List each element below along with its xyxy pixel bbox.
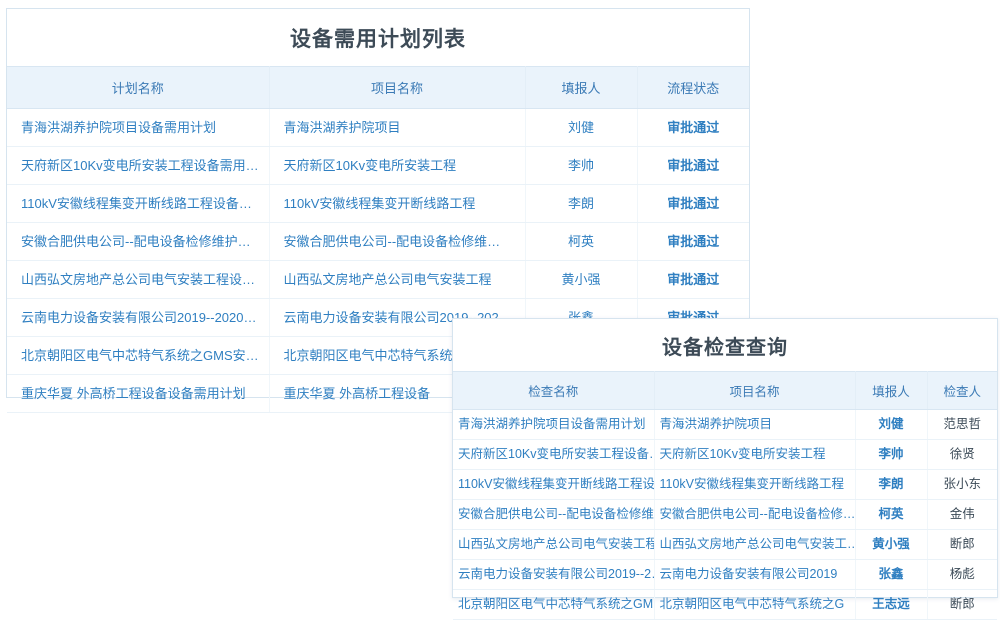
column-header-reporter[interactable]: 填报人	[525, 66, 638, 109]
cell-reporter: 李帅	[525, 146, 638, 185]
column-header-project-name[interactable]: 项目名称	[654, 371, 856, 410]
cell-reporter: 刘健	[525, 108, 638, 147]
equipment-inspection-query-panel: 设备检查查询 检查名称 项目名称 填报人 检查人 青海洪湖养护院项目设备需用计划…	[452, 318, 998, 620]
cell-project-name[interactable]: 云南电力设备安装有限公司2019--202…	[269, 298, 526, 337]
table-header-row: 检查名称 项目名称 填报人 检查人	[453, 371, 997, 410]
cell-flow-status: 审批通过	[637, 184, 749, 223]
table-row[interactable]: 110kV安徽线程集变开断线路工程设备… 110kV安徽线程集变开断线路工程 李…	[7, 184, 749, 223]
cell-inspector: 范思哲	[927, 409, 997, 440]
cell-inspector: 徐贤	[927, 439, 997, 470]
cell-plan-name[interactable]: 安徽合肥供电公司--配电设备检修维护…	[7, 222, 270, 261]
table-row[interactable]: 山西弘文房地产总公司电气安装工程设… 山西弘文房地产总公司电气安装工程 黄小强 …	[7, 260, 749, 299]
cell-project-name[interactable]: 青海洪湖养护院项目	[654, 409, 856, 440]
table-row[interactable]: 安徽合肥供电公司--配电设备检修维… 安徽合肥供电公司--配电设备检修… 柯英 …	[453, 499, 997, 530]
table-row[interactable]: 安徽合肥供电公司--配电设备检修维护… 安徽合肥供电公司--配电设备检修维… 柯…	[7, 222, 749, 261]
cell-flow-status: 审批通过	[637, 222, 749, 261]
cell-project-name[interactable]: 山西弘文房地产总公司电气安装工…	[654, 529, 856, 560]
cell-project-name[interactable]: 天府新区10Kv变电所安装工程	[269, 146, 526, 185]
cell-project-name[interactable]: 安徽合肥供电公司--配电设备检修…	[654, 499, 856, 530]
table-row[interactable]: 青海洪湖养护院项目设备需用计划 青海洪湖养护院项目 刘健 范思哲	[453, 409, 997, 440]
table-row[interactable]: 天府新区10Kv变电所安装工程设备… 天府新区10Kv变电所安装工程 李帅 徐贤	[453, 439, 997, 470]
table-row[interactable]: 云南电力设备安装有限公司2019--2… 云南电力设备安装有限公司2019 张鑫…	[453, 559, 997, 590]
column-header-inspection-name[interactable]: 检查名称	[453, 371, 655, 410]
cell-plan-name[interactable]: 云南电力设备安装有限公司2019--2020…	[7, 298, 270, 337]
cell-reporter: 黄小强	[525, 260, 638, 299]
cell-inspector: 张小东	[927, 469, 997, 500]
cell-reporter: 李朗	[855, 469, 928, 500]
panel-a-title: 设备需用计划列表	[7, 9, 749, 66]
cell-project-name[interactable]: 山西弘文房地产总公司电气安装工程	[269, 260, 526, 299]
cell-inspector: 断郎	[927, 529, 997, 560]
cell-reporter: 刘健	[855, 409, 928, 440]
cell-plan-name[interactable]: 重庆华夏 外高桥工程设备设备需用计划	[7, 374, 270, 413]
cell-plan-name[interactable]: 天府新区10Kv变电所安装工程设备需用…	[7, 146, 270, 185]
equipment-inspection-query-table: 检查名称 项目名称 填报人 检查人 青海洪湖养护院项目设备需用计划 青海洪湖养护…	[453, 371, 997, 620]
cell-inspection-name[interactable]: 天府新区10Kv变电所安装工程设备…	[453, 439, 655, 470]
cell-reporter: 黄小强	[855, 529, 928, 560]
cell-project-name[interactable]: 110kV安徽线程集变开断线路工程	[269, 184, 526, 223]
table-row[interactable]: 山西弘文房地产总公司电气安装工程… 山西弘文房地产总公司电气安装工… 黄小强 断…	[453, 529, 997, 560]
table-row[interactable]: 北京朝阳区电气中芯特气系统之GM… 北京朝阳区电气中芯特气系统之G 王志远 断郎	[453, 589, 997, 620]
cell-inspection-name[interactable]: 北京朝阳区电气中芯特气系统之GM…	[453, 589, 655, 620]
cell-plan-name[interactable]: 山西弘文房地产总公司电气安装工程设…	[7, 260, 270, 299]
table-row[interactable]: 青海洪湖养护院项目设备需用计划 青海洪湖养护院项目 刘健 审批通过	[7, 108, 749, 147]
column-header-reporter[interactable]: 填报人	[855, 371, 928, 410]
cell-project-name[interactable]: 青海洪湖养护院项目	[269, 108, 526, 147]
cell-reporter: 张鑫	[855, 559, 928, 590]
cell-reporter: 王志远	[855, 589, 928, 620]
table-row[interactable]: 天府新区10Kv变电所安装工程设备需用… 天府新区10Kv变电所安装工程 李帅 …	[7, 146, 749, 185]
cell-project-name[interactable]: 110kV安徽线程集变开断线路工程	[654, 469, 856, 500]
table-row[interactable]: 110kV安徽线程集变开断线路工程设… 110kV安徽线程集变开断线路工程 李朗…	[453, 469, 997, 500]
column-header-plan-name[interactable]: 计划名称	[7, 66, 270, 109]
cell-project-name[interactable]: 天府新区10Kv变电所安装工程	[654, 439, 856, 470]
cell-project-name[interactable]: 北京朝阳区电气中芯特气系统之G	[654, 589, 856, 620]
cell-inspector: 断郎	[927, 589, 997, 620]
cell-inspector: 金伟	[927, 499, 997, 530]
cell-inspection-name[interactable]: 110kV安徽线程集变开断线路工程设…	[453, 469, 655, 500]
cell-plan-name[interactable]: 青海洪湖养护院项目设备需用计划	[7, 108, 270, 147]
cell-inspection-name[interactable]: 青海洪湖养护院项目设备需用计划	[453, 409, 655, 440]
cell-flow-status: 审批通过	[637, 146, 749, 185]
table-header-row: 计划名称 项目名称 填报人 流程状态	[7, 66, 749, 109]
column-header-project-name[interactable]: 项目名称	[269, 66, 526, 109]
cell-inspection-name[interactable]: 云南电力设备安装有限公司2019--2…	[453, 559, 655, 590]
panel-b-title: 设备检查查询	[453, 319, 997, 371]
cell-reporter: 李朗	[525, 184, 638, 223]
cell-flow-status: 审批通过	[637, 108, 749, 147]
cell-plan-name[interactable]: 110kV安徽线程集变开断线路工程设备…	[7, 184, 270, 223]
cell-reporter: 李帅	[855, 439, 928, 470]
cell-flow-status: 审批通过	[637, 260, 749, 299]
cell-inspector: 杨彪	[927, 559, 997, 590]
cell-reporter: 柯英	[525, 222, 638, 261]
column-header-inspector[interactable]: 检查人	[927, 371, 997, 410]
cell-project-name[interactable]: 安徽合肥供电公司--配电设备检修维…	[269, 222, 526, 261]
cell-inspection-name[interactable]: 山西弘文房地产总公司电气安装工程…	[453, 529, 655, 560]
cell-reporter: 柯英	[855, 499, 928, 530]
column-header-flow-status[interactable]: 流程状态	[637, 66, 749, 109]
cell-project-name[interactable]: 云南电力设备安装有限公司2019	[654, 559, 856, 590]
cell-inspection-name[interactable]: 安徽合肥供电公司--配电设备检修维…	[453, 499, 655, 530]
cell-plan-name[interactable]: 北京朝阳区电气中芯特气系统之GMS安…	[7, 336, 270, 375]
